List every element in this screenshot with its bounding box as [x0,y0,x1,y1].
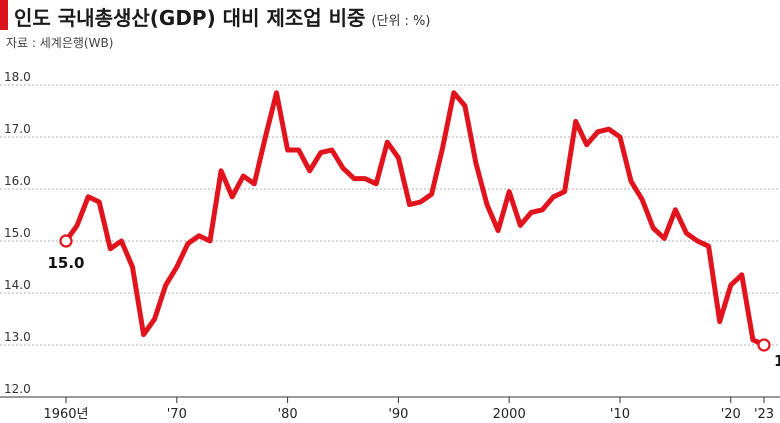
x-tick-label: '23 [754,407,774,422]
data-label: 13.0 [774,352,780,370]
title-text: 인도 국내총생산(GDP) 대비 제조업 비중 [14,6,366,30]
source-note: 자료 : 세계은행(WB) [6,36,114,50]
x-tick-label: '70 [167,407,187,422]
x-tick-label: 2000 [493,407,526,422]
x-tick-label: 1960년 [43,407,88,422]
unit-label: (단위 : %) [371,14,431,29]
x-tick-label: '80 [278,407,298,422]
endpoint-marker [59,234,73,248]
data-label: 15.0 [47,254,84,272]
series-line [63,90,767,348]
y-tick-label: 16.0 [4,174,31,188]
y-tick-label: 17.0 [4,122,31,136]
chart-title: 인도 국내총생산(GDP) 대비 제조업 비중 (단위 : %) [14,2,430,31]
x-tick-label: '20 [721,407,741,422]
x-tick-label: '10 [610,407,630,422]
y-tick-label: 13.0 [4,330,31,344]
endpoint-marker [757,338,771,352]
title-accent-bar [0,0,8,30]
y-tick-label: 15.0 [4,226,31,240]
x-tick-label: '90 [388,407,408,422]
y-tick-label: 18.0 [4,70,31,84]
y-tick-label: 14.0 [4,278,31,292]
y-tick-label: 12.0 [4,382,31,396]
